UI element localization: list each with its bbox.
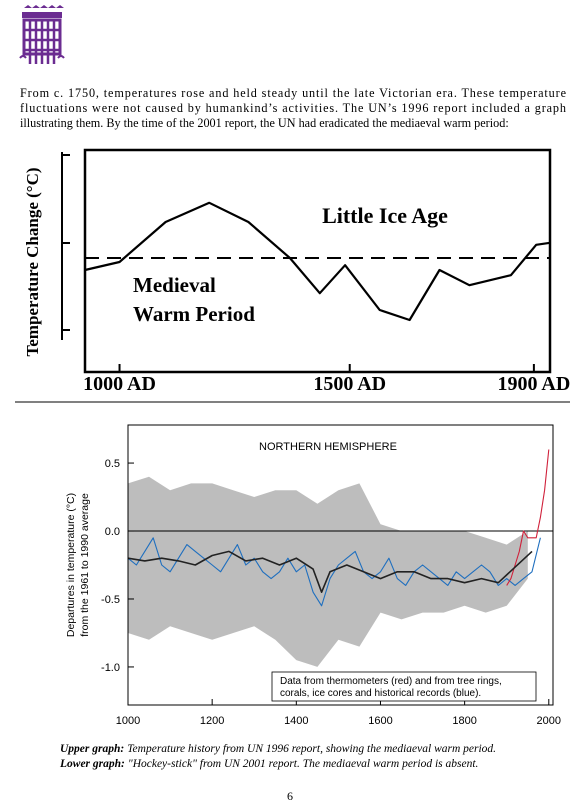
paragraph-line: illustrating them. By the time of the 20… [20,116,509,130]
page-number: 6 [287,789,293,803]
plot-frame [83,148,552,374]
y-tick-label: 0.5 [105,458,120,470]
x-tick-label: 1500 AD [313,373,386,395]
y-axis-label: from the 1961 to 1990 average [79,493,91,637]
series-line [127,550,533,593]
temperature-line [84,201,551,322]
y-tick-label: -0.5 [101,594,120,606]
annotation: Data from thermometers (red) and from tr… [280,676,502,687]
x-tick-label: 1200 [200,715,224,727]
annotation-box [271,671,537,702]
x-tick-label: 1000 [116,715,140,727]
x-tick-label: 1800 [452,715,476,727]
caption-label: Lower graph: [59,758,125,770]
annotation: Little Ice Age [322,203,448,228]
x-tick-label: 2000 [537,715,561,727]
paragraph-line: From c. 1750, temperatures rose and held… [20,86,566,100]
plot-frame [127,424,554,706]
logo [19,5,65,64]
caption: Lower graph: "Hockey-stick" from UN 2001 … [59,758,478,770]
caption-text: Temperature history from UN 1996 report,… [127,743,496,755]
series-line [127,537,541,607]
y-axis-label: Departures in temperature (°C) [65,493,77,637]
y-tick-label: -1.0 [101,662,120,674]
annotation: Warm Period [133,302,255,326]
x-tick-label: 1000 AD [83,373,156,395]
paragraph-line: fluctuations were not caused by humankin… [20,101,566,115]
series-line [506,449,550,586]
uncertainty-band [128,476,528,667]
y-axis-label: Temperature Change (°C) [23,167,42,356]
caption-label: Upper graph: [60,743,124,755]
y-tick-label: 0.0 [105,526,120,538]
annotation: Medieval [133,273,216,297]
x-tick-label: 1900 AD [497,373,570,395]
annotation: corals, ice cores and historical records… [280,688,481,699]
x-tick-label: 1600 [368,715,392,727]
caption-text: "Hockey-stick" from UN 2001 report. The … [128,758,479,770]
chart-title: NORTHERN HEMISPHERE [259,441,397,453]
x-tick-label: 1400 [284,715,308,727]
caption: Upper graph: Temperature history from UN … [60,743,496,755]
